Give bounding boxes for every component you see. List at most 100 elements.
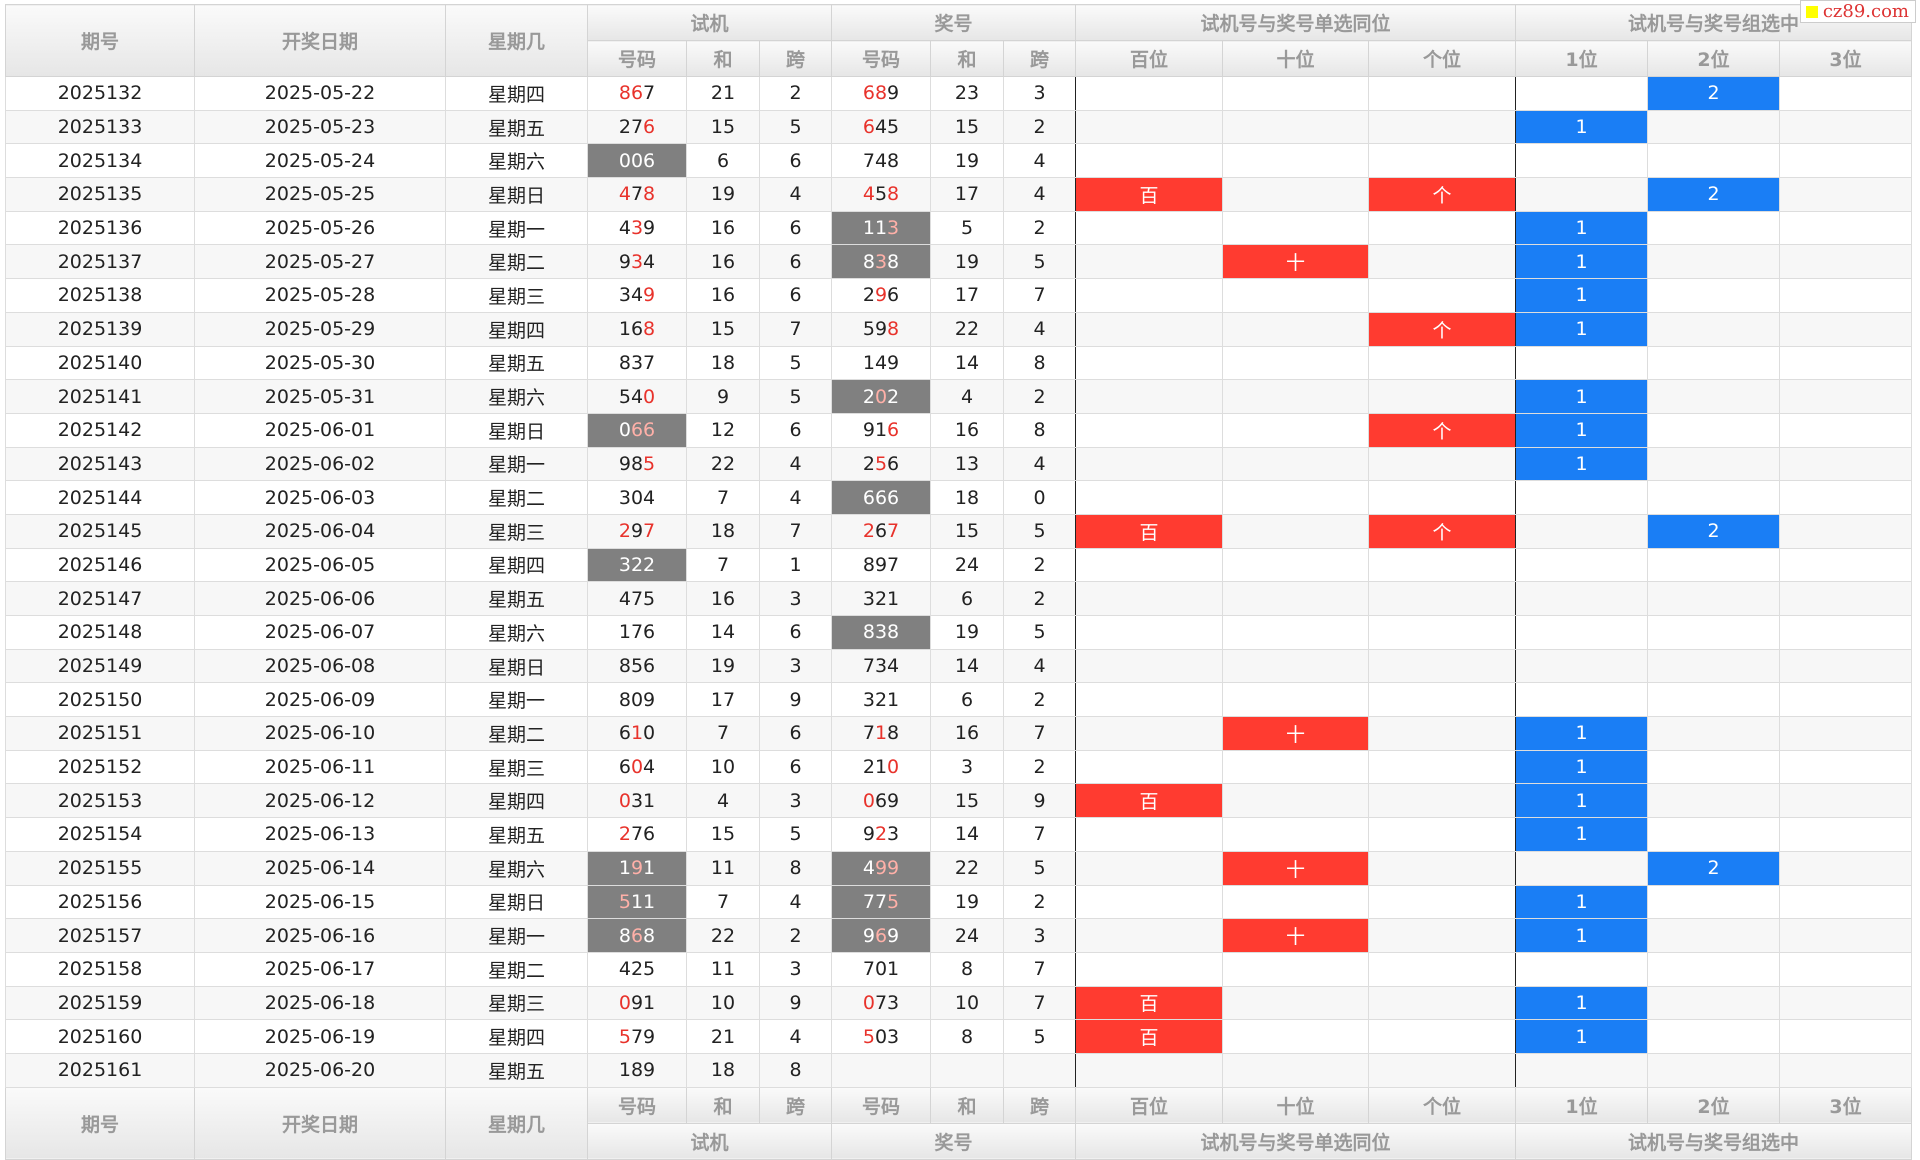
draw-number: 838 xyxy=(831,244,931,280)
cell: 3 xyxy=(930,749,1004,785)
cell: 星期一 xyxy=(445,918,588,953)
group-match: 1 xyxy=(1515,109,1648,145)
position-match: 个 xyxy=(1368,311,1516,347)
cell: 2025139 xyxy=(5,311,195,347)
group-header: 试机 xyxy=(587,1122,832,1160)
data-row: 2025151 2025-06-10 星期二 610 7 6 718 16 7 十 1 xyxy=(5,716,1912,751)
digit: 2 xyxy=(862,520,875,543)
cell: 2025-05-26 xyxy=(194,210,446,246)
data-row: 2025134 2025-05-24 星期六 006 6 6 748 19 4 xyxy=(5,143,1912,179)
digit: 6 xyxy=(643,419,656,442)
cell: 9 xyxy=(1003,783,1076,819)
digit: 4 xyxy=(643,250,656,273)
digit: 7 xyxy=(862,958,875,981)
empty-cell xyxy=(1075,244,1223,280)
position-match: 个 xyxy=(1368,177,1516,212)
data-row: 2025160 2025-06-19 星期四 579 21 4 503 8 5 百 1 xyxy=(5,1019,1912,1054)
empty-cell xyxy=(1779,513,1912,549)
digit: 6 xyxy=(887,452,900,475)
digit: 9 xyxy=(887,351,900,374)
group-header: 试机号与奖号单选同位 xyxy=(1075,1122,1516,1160)
sub-header: 号码 xyxy=(831,40,931,77)
sub-header: 跨 xyxy=(1003,40,1076,77)
cell: 22 xyxy=(686,918,760,953)
digit: 1 xyxy=(643,857,656,880)
data-row: 2025139 2025-05-29 星期四 168 15 7 598 22 4 个 1 xyxy=(5,311,1912,347)
cell: 星期四 xyxy=(445,76,588,111)
cell: 9 xyxy=(759,682,832,718)
trial-number: 176 xyxy=(587,615,687,650)
empty-cell xyxy=(1222,951,1369,987)
data-row: 2025158 2025-06-17 星期二 425 11 3 701 8 7 xyxy=(5,951,1912,987)
sub-header: 百位 xyxy=(1075,1086,1223,1124)
cell: 21 xyxy=(686,1019,760,1054)
cell: 14 xyxy=(930,817,1004,852)
digit: 9 xyxy=(874,318,888,341)
cell: 22 xyxy=(930,311,1004,347)
cell: 15 xyxy=(930,783,1004,819)
empty-cell xyxy=(1368,884,1516,920)
digit: 6 xyxy=(630,419,644,442)
digit: 9 xyxy=(887,924,900,947)
empty-cell xyxy=(1075,850,1223,886)
digit: 6 xyxy=(887,284,900,307)
cell: 5 xyxy=(1003,850,1076,886)
cell: 2025143 xyxy=(5,446,195,482)
cell: 15 xyxy=(686,311,760,347)
table-head: 期号 开奖日期 星期几 试机 奖号 试机号与奖号单选同位 试机号与奖号组选中 号码和跨号码和跨… xyxy=(5,4,1912,77)
cell: 星期三 xyxy=(445,513,588,549)
digit: 1 xyxy=(618,857,631,880)
empty-cell xyxy=(1647,783,1780,819)
cell: 9 xyxy=(759,985,832,1021)
empty-cell xyxy=(1515,648,1648,684)
cell: 2025158 xyxy=(5,951,195,987)
cell: 16 xyxy=(686,278,760,313)
sub-header: 和 xyxy=(686,1086,760,1124)
digit: 9 xyxy=(618,250,631,273)
cell: 5 xyxy=(930,210,1004,246)
empty-cell xyxy=(1647,278,1780,313)
cell: 5 xyxy=(1003,1019,1076,1054)
empty-cell xyxy=(1515,951,1648,987)
draw-number: 149 xyxy=(831,345,931,381)
cell: 星期日 xyxy=(445,884,588,920)
cell: 10 xyxy=(686,985,760,1021)
cell: 2025-05-30 xyxy=(194,345,446,381)
digit: 1 xyxy=(643,789,656,812)
empty-cell xyxy=(1779,76,1912,111)
digit: 3 xyxy=(874,250,888,273)
digit: 5 xyxy=(887,116,900,139)
cell: 星期一 xyxy=(445,210,588,246)
trial-number: 297 xyxy=(587,513,687,549)
cell: 2 xyxy=(1003,547,1076,583)
data-row: 2025153 2025-06-12 星期四 031 4 3 069 15 9 百 1 xyxy=(5,783,1912,819)
digit: 9 xyxy=(630,520,644,543)
digit: 9 xyxy=(643,1025,656,1048)
cell: 2025150 xyxy=(5,682,195,718)
digit: 3 xyxy=(887,991,900,1014)
trial-number: 191 xyxy=(587,850,687,886)
cell: 2025149 xyxy=(5,648,195,684)
empty-cell xyxy=(1075,412,1223,448)
digit: 5 xyxy=(643,452,656,475)
digit: 2 xyxy=(862,452,875,475)
trial-number: 475 xyxy=(587,581,687,616)
empty-cell xyxy=(1647,446,1780,482)
cell: 16 xyxy=(686,244,760,280)
cell: 2025136 xyxy=(5,210,195,246)
draw-number: 267 xyxy=(831,513,931,549)
empty-cell xyxy=(1647,615,1780,650)
digit: 8 xyxy=(862,621,875,644)
sub-header: 个位 xyxy=(1368,40,1516,77)
cell: 2 xyxy=(1003,884,1076,920)
empty-cell xyxy=(1779,918,1912,953)
data-row: 2025135 2025-05-25 星期日 478 19 4 458 17 4 百个 2 xyxy=(5,177,1912,212)
cell: 5 xyxy=(759,109,832,145)
cell: 8 xyxy=(759,850,832,886)
digit: 1 xyxy=(874,217,888,240)
position-match: 个 xyxy=(1368,412,1516,448)
digit: 7 xyxy=(630,1025,644,1048)
trial-number: 579 xyxy=(587,1019,687,1054)
trial-number: 304 xyxy=(587,480,687,515)
draw-number: 645 xyxy=(831,109,931,145)
